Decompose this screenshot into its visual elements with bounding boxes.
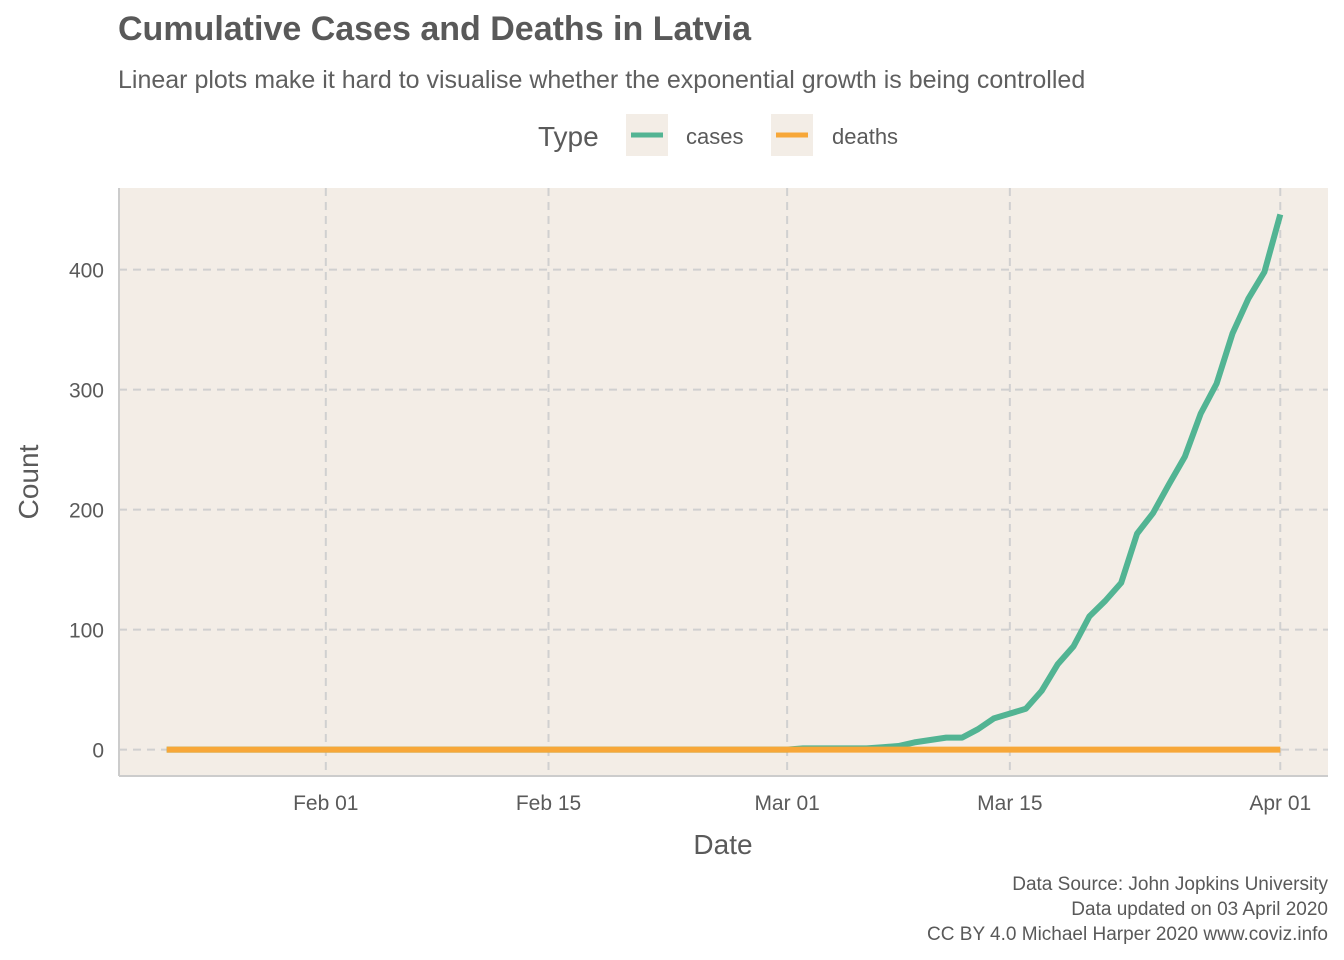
y-tick-label-4: 400 [69, 260, 104, 283]
x-tick-label-2: Mar 01 [754, 792, 819, 815]
legend-title: Type [538, 121, 599, 152]
x-tick-label-3: Mar 15 [977, 792, 1042, 815]
x-tick-labels: Feb 01 Feb 15 Mar 01 Mar 15 Apr 01 [293, 792, 1311, 815]
series-layer [166, 213, 1284, 753]
series-line-cases [166, 213, 1284, 753]
caption-source: Data Source: John Jopkins University [1012, 874, 1328, 895]
caption-license: CC BY 4.0 Michael Harper 2020 www.coviz.… [927, 924, 1328, 945]
chart-subtitle: Linear plots make it hard to visualise w… [118, 66, 1086, 94]
y-axis-label: Count [13, 444, 44, 519]
x-tick-label-1: Feb 15 [516, 792, 581, 815]
y-tick-label-0: 0 [92, 740, 104, 763]
y-tick-labels: 0 100 200 300 400 [69, 260, 104, 763]
chart-title: Cumulative Cases and Deaths in Latvia [118, 10, 751, 48]
legend-label-deaths: deaths [832, 124, 898, 149]
chart-caption: Data Source: John Jopkins University Dat… [927, 872, 1328, 947]
x-tick-label-4: Apr 01 [1249, 792, 1311, 815]
plot-panel [119, 188, 1328, 776]
legend: Type cases deaths [538, 114, 898, 156]
legend-label-cases: cases [686, 124, 743, 149]
x-tick-label-0: Feb 01 [293, 792, 358, 815]
y-tick-label-1: 100 [69, 620, 104, 643]
y-tick-label-3: 300 [69, 380, 104, 403]
y-tick-label-2: 200 [69, 500, 104, 523]
x-axis-label: Date [693, 829, 752, 860]
caption-updated: Data updated on 03 April 2020 [1071, 899, 1328, 920]
